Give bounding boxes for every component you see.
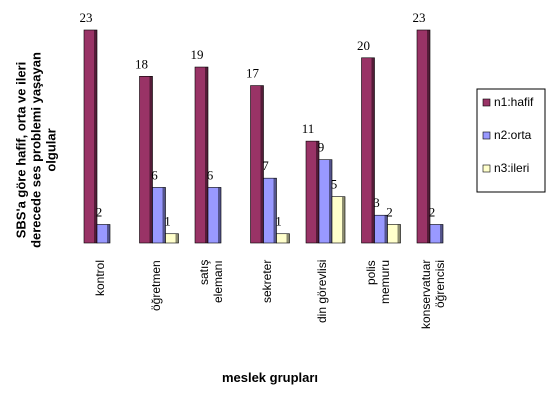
legend-label: n2:orta — [494, 128, 532, 142]
x-tick-label: kontrol — [93, 260, 107, 297]
x-tick-label: satış elemanı — [197, 260, 225, 303]
value-label: 17 — [246, 66, 260, 81]
bar — [331, 196, 346, 244]
bar-side — [316, 141, 319, 243]
bar-side — [440, 224, 443, 243]
bar — [387, 224, 401, 244]
bar-side — [371, 57, 375, 243]
value-label: 23 — [413, 10, 426, 25]
value-label: 20 — [357, 38, 370, 53]
bar — [361, 57, 375, 244]
x-tick-label: polis memuru — [363, 260, 392, 305]
value-label: 11 — [302, 121, 315, 136]
bar-side — [162, 187, 166, 243]
value-label: 9 — [318, 140, 325, 155]
value-label: 2 — [96, 204, 103, 219]
value-label: 1 — [164, 214, 171, 229]
bar-side — [175, 233, 179, 243]
bar-side — [427, 30, 430, 243]
bar-side — [329, 159, 332, 243]
value-label: 1 — [275, 214, 282, 229]
bar — [429, 224, 444, 244]
bar — [207, 187, 222, 244]
legend-label: n3:ileri — [494, 161, 529, 175]
bar-side — [205, 67, 208, 243]
bar — [276, 233, 290, 244]
bar-side — [273, 178, 277, 243]
bar — [139, 76, 153, 244]
bar-side — [286, 233, 290, 243]
bar-side — [149, 76, 153, 243]
bar-side — [397, 224, 401, 243]
x-tick-label: öğretmen — [148, 260, 163, 311]
x-tick-label: konservatuar öğrencisi — [419, 260, 447, 330]
legend-swatch — [482, 131, 491, 140]
bar — [194, 66, 209, 244]
value-label: 6 — [151, 167, 158, 182]
bar-side — [342, 196, 345, 243]
bar-side — [107, 224, 110, 243]
value-label: 23 — [80, 10, 93, 25]
bar-side — [260, 85, 264, 243]
value-label: 18 — [135, 56, 148, 71]
x-tick-label: din görevlisi — [315, 260, 329, 324]
value-label: 2 — [429, 204, 436, 219]
y-axis-title: SBS'a göre hafif, orta ve ileri derecede… — [13, 52, 59, 248]
value-label: 6 — [207, 167, 214, 182]
bar — [96, 224, 111, 244]
bar-side — [218, 187, 221, 243]
bar-side — [94, 30, 97, 243]
legend-swatch — [482, 164, 491, 173]
bar-side — [384, 215, 388, 243]
x-tick-label: sekreter — [259, 260, 274, 304]
legend-swatch — [482, 98, 491, 107]
bar — [152, 187, 166, 244]
bar — [165, 233, 179, 244]
value-label: 2 — [386, 204, 393, 219]
bar — [263, 177, 277, 244]
value-label: 3 — [373, 195, 380, 210]
value-label: 5 — [331, 177, 338, 192]
bar — [83, 29, 98, 244]
legend-label: n1:hafif — [494, 95, 534, 109]
bar — [250, 85, 264, 244]
value-label: 19 — [191, 47, 204, 62]
value-label: 7 — [262, 158, 269, 173]
x-axis-title: meslek grupları — [221, 370, 319, 385]
bar — [416, 29, 431, 244]
